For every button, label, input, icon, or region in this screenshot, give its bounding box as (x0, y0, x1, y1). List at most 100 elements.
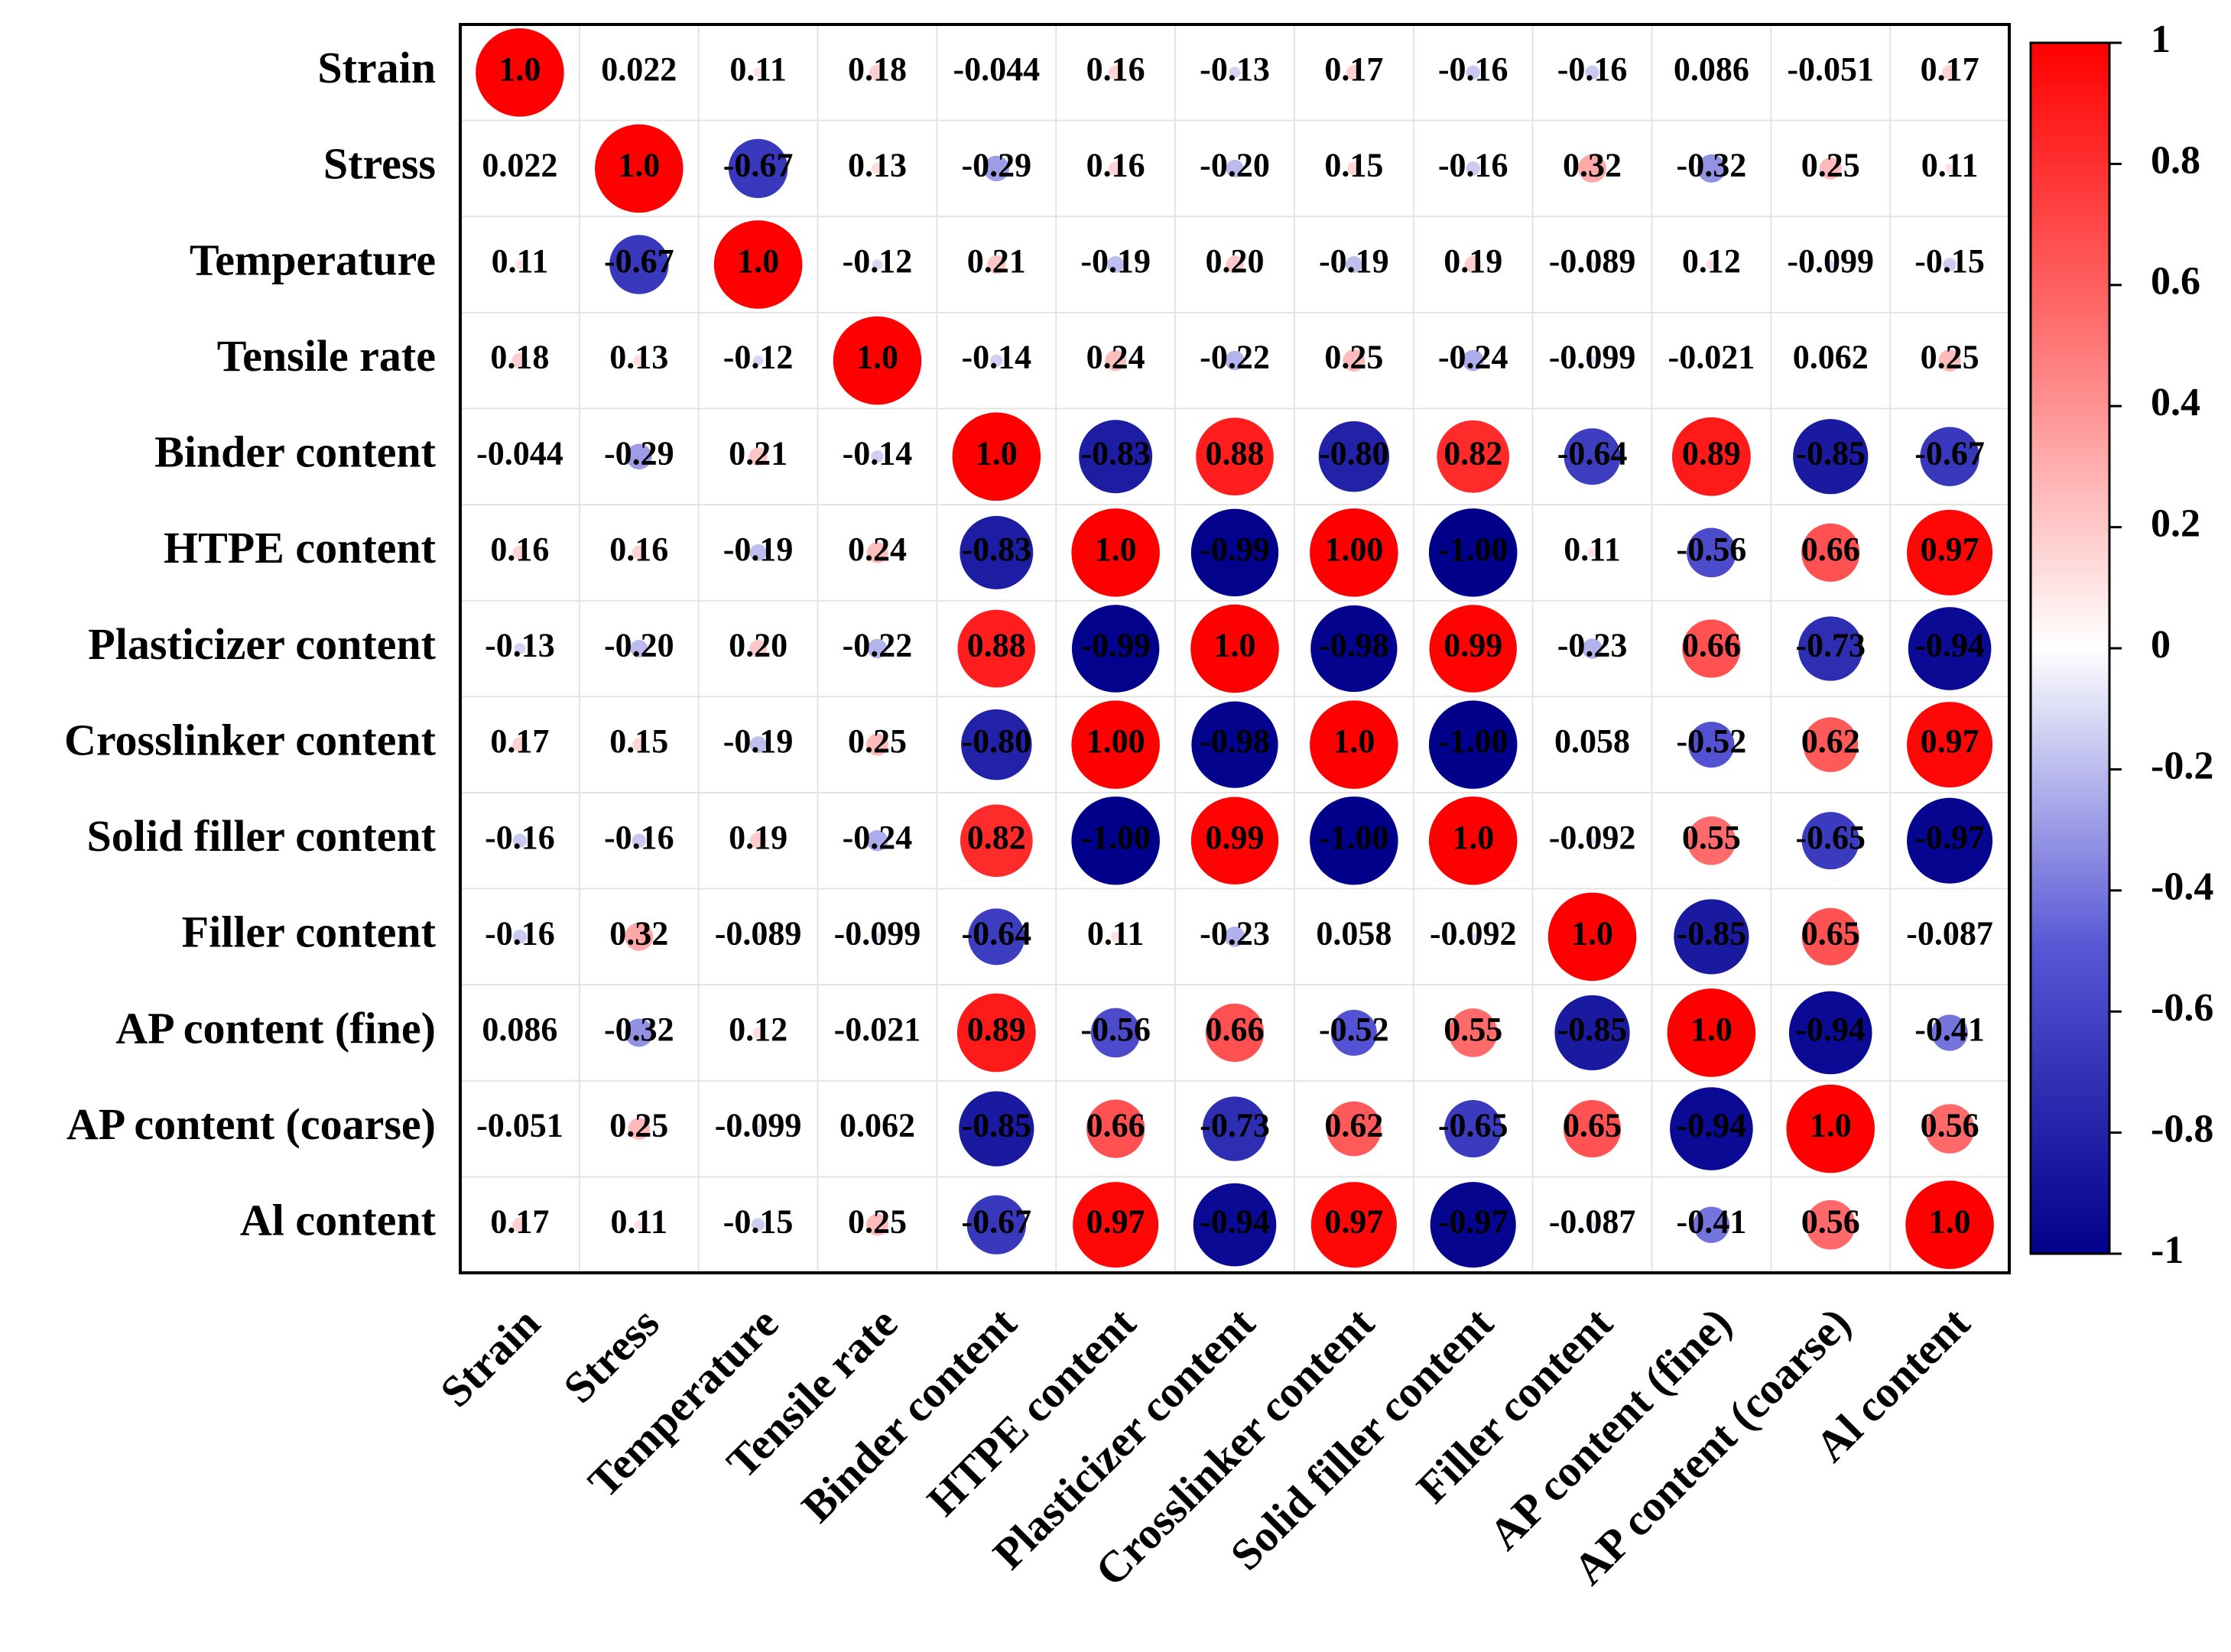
correlation-circle (1086, 1099, 1145, 1158)
y-tick-label: Stress (323, 139, 436, 189)
correlation-circle (628, 1118, 651, 1141)
correlation-circle (752, 355, 764, 366)
correlation-circle (1827, 358, 1833, 364)
correlation-circle (630, 639, 648, 658)
value-label: 0.18 (490, 339, 549, 376)
colorbar (2029, 41, 2111, 1255)
y-tick-label: Plasticizer content (88, 619, 436, 669)
correlation-circle (754, 933, 762, 941)
correlation-circle (1671, 417, 1751, 496)
correlation-circle (749, 544, 767, 561)
correlation-circle (512, 1217, 528, 1233)
value-label: -0.12 (843, 242, 913, 280)
correlation-circle (1190, 604, 1279, 693)
value-label: -0.65 (1438, 1107, 1508, 1144)
value-label: -0.099 (715, 1107, 802, 1144)
correlation-circle (1793, 419, 1869, 495)
correlation-circle (1071, 796, 1160, 885)
value-label: -0.12 (723, 339, 794, 376)
correlation-circle (1687, 527, 1736, 578)
correlation-circle (1437, 420, 1510, 493)
correlation-circle (512, 930, 528, 944)
correlation-circle (1907, 797, 1993, 884)
value-label: 0.88 (1206, 434, 1265, 472)
value-label: -0.23 (1200, 914, 1270, 952)
correlation-circle (869, 64, 885, 81)
correlation-circle (713, 220, 803, 309)
correlation-circle (959, 1091, 1034, 1167)
value-label: 0.66 (1801, 531, 1860, 568)
correlation-circle (874, 1125, 881, 1132)
correlation-circle (1428, 508, 1518, 597)
correlation-circle (1190, 508, 1279, 597)
correlation-circle (1801, 907, 1859, 966)
correlation-circle (1226, 159, 1244, 177)
correlation-circle (1905, 1180, 1994, 1269)
y-tick-label: Solid filler content (87, 811, 437, 861)
value-label: 1.0 (856, 339, 898, 376)
correlation-circle (1826, 260, 1835, 269)
correlation-circle (518, 167, 521, 170)
correlation-circle (1310, 605, 1398, 693)
value-label: 0.11 (1087, 914, 1145, 952)
correlation-circle (1108, 65, 1123, 80)
value-label: 0.82 (967, 819, 1026, 856)
value-label: -0.73 (1200, 1107, 1270, 1144)
correlation-circle (1318, 421, 1390, 492)
value-label: 1.0 (1810, 1107, 1852, 1144)
correlation-circle (1196, 417, 1274, 496)
value-label: -0.80 (961, 722, 1031, 760)
correlation-circle (1071, 605, 1160, 693)
value-label: 0.55 (1443, 1011, 1502, 1048)
value-label: 0.89 (1682, 434, 1741, 472)
value-label: -0.24 (843, 819, 913, 856)
correlation-circle (515, 259, 525, 270)
correlation-circle (1193, 1183, 1277, 1267)
value-label: -0.099 (1549, 339, 1636, 376)
value-label: -0.19 (1319, 242, 1389, 280)
correlation-circle (753, 1124, 763, 1134)
value-label: -0.29 (604, 434, 674, 472)
correlation-circle (871, 450, 884, 463)
value-label: 0.24 (1086, 339, 1145, 376)
correlation-circle (1588, 260, 1596, 269)
value-label: -0.19 (723, 722, 794, 760)
correlation-circle (1588, 1221, 1596, 1229)
x-tick-label: Binder content (792, 1297, 1027, 1532)
correlation-circle (1108, 161, 1123, 176)
correlation-circle (1428, 796, 1518, 885)
value-label: 0.058 (1554, 722, 1630, 760)
y-tick-label: AP content (fine) (115, 1003, 436, 1053)
colorbar-tick-label: 0.8 (2151, 138, 2200, 182)
value-label: 0.12 (1682, 242, 1741, 280)
value-label: -1.00 (1319, 819, 1389, 856)
value-label: 0.022 (601, 50, 677, 88)
value-label: 0.022 (482, 147, 557, 184)
value-label: -0.16 (604, 819, 674, 856)
value-label: -0.044 (953, 50, 1040, 88)
colorbar-tick-label: -1 (2151, 1228, 2184, 1272)
y-tick-label: HTPE content (164, 523, 437, 573)
value-label: 0.12 (729, 1011, 788, 1048)
colorbar-tick-label: 1 (2151, 18, 2171, 61)
value-label: 0.17 (1921, 50, 1979, 88)
value-label: 0.66 (1206, 1011, 1265, 1048)
correlation-circle (957, 609, 1036, 688)
y-tick-label: Tensile rate (217, 331, 436, 381)
value-label: 0.16 (609, 531, 668, 568)
correlation-circle (518, 454, 522, 459)
correlation-circle (1071, 508, 1160, 597)
value-label: -0.94 (1795, 1011, 1866, 1048)
correlation-circle (961, 709, 1032, 781)
value-label: -0.41 (1677, 1202, 1747, 1240)
correlation-circle (866, 829, 888, 852)
value-label: 0.89 (967, 1011, 1026, 1048)
value-label: 0.062 (1793, 339, 1869, 376)
correlation-circle (749, 639, 768, 658)
correlation-circle (517, 1126, 522, 1131)
value-label: 0.21 (967, 242, 1026, 280)
correlation-circle (1310, 700, 1398, 789)
value-label: -0.85 (961, 1107, 1031, 1144)
correlation-circle (751, 1218, 765, 1232)
colorbar-tick-label: -0.2 (2151, 744, 2213, 787)
